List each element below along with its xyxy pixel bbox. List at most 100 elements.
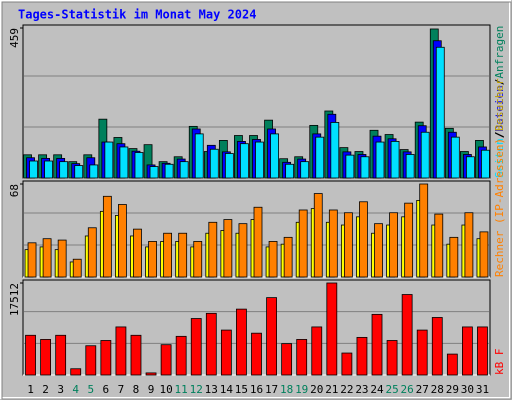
bar xyxy=(74,165,84,179)
bar xyxy=(224,153,234,179)
x-tick-label: 19 xyxy=(295,383,308,396)
bar xyxy=(300,161,310,179)
bar xyxy=(466,156,475,179)
bar xyxy=(205,312,217,376)
bar xyxy=(179,161,189,179)
legend: kB F xyxy=(493,349,506,376)
bar xyxy=(59,161,69,179)
bar xyxy=(208,221,218,278)
x-tick-label: 3 xyxy=(57,383,64,396)
bar xyxy=(389,212,398,278)
bar xyxy=(145,372,157,376)
bar xyxy=(253,206,263,278)
bar xyxy=(209,148,219,179)
bar xyxy=(194,133,204,179)
x-tick-label: 7 xyxy=(118,383,125,396)
bar xyxy=(178,232,188,278)
bar xyxy=(149,166,159,179)
bar xyxy=(390,140,400,179)
bar xyxy=(87,227,97,278)
y-tick-label: 459 xyxy=(8,28,21,48)
bar xyxy=(343,212,353,278)
x-tick-label: 14 xyxy=(220,383,234,396)
bar xyxy=(115,326,127,376)
bar xyxy=(240,143,249,179)
legend-entry: Anfragen xyxy=(493,26,506,79)
x-tick-label: 16 xyxy=(250,383,263,396)
bar xyxy=(420,131,430,179)
bar xyxy=(360,156,370,179)
bar xyxy=(450,136,460,179)
bar xyxy=(85,345,97,376)
bar xyxy=(328,209,338,278)
x-tick-label: 17 xyxy=(265,383,278,396)
bar xyxy=(374,223,383,278)
legend: Rechner (IP-Adressen)/Besucher xyxy=(493,78,506,277)
bar xyxy=(89,164,99,179)
bar xyxy=(29,160,38,179)
bar xyxy=(238,223,248,278)
bar xyxy=(477,326,488,376)
x-tick-label: 24 xyxy=(370,383,384,396)
legend-separator: / xyxy=(493,132,506,139)
bar xyxy=(315,136,325,179)
bar xyxy=(268,241,278,278)
x-tick-label: 4 xyxy=(72,383,79,396)
bar xyxy=(119,146,129,179)
x-tick-label: 30 xyxy=(461,383,474,396)
bar xyxy=(281,343,293,376)
x-tick-label: 22 xyxy=(340,383,353,396)
bar xyxy=(102,195,112,278)
bar xyxy=(193,241,203,278)
bar xyxy=(298,209,308,278)
bar xyxy=(359,201,368,278)
bar xyxy=(416,329,428,376)
bar xyxy=(104,141,114,179)
bar xyxy=(449,236,459,278)
x-tick-label: 31 xyxy=(476,383,489,396)
bar xyxy=(148,241,157,278)
bar xyxy=(481,149,490,179)
x-tick-label: 8 xyxy=(133,383,140,396)
bar xyxy=(326,282,338,376)
bar xyxy=(386,340,398,376)
bar xyxy=(55,334,67,376)
x-tick-label: 6 xyxy=(103,383,110,396)
legend-separator: / xyxy=(493,131,506,138)
x-tick-label: 11 xyxy=(175,383,188,396)
bar xyxy=(401,294,413,376)
x-tick-label: 27 xyxy=(416,383,429,396)
legend-entry: Besucher xyxy=(493,78,506,131)
bar xyxy=(345,154,355,179)
bar xyxy=(356,336,368,376)
legend-entry: kB F xyxy=(493,349,506,376)
legend-separator: / xyxy=(493,79,506,86)
bar xyxy=(40,339,51,376)
bar xyxy=(164,163,174,179)
bar xyxy=(42,238,52,278)
bar xyxy=(296,339,308,376)
bar xyxy=(134,152,144,179)
legend-entry: Rechner (IP-Adressen) xyxy=(493,138,506,277)
bar xyxy=(311,326,323,376)
bar xyxy=(130,334,142,376)
bar xyxy=(25,334,36,376)
bar xyxy=(283,236,293,278)
bar xyxy=(44,160,53,179)
x-tick-label: 13 xyxy=(205,383,218,396)
x-tick-label: 29 xyxy=(446,383,459,396)
bar xyxy=(236,308,247,376)
bar xyxy=(404,202,414,278)
x-tick-label: 28 xyxy=(431,383,444,396)
bar xyxy=(434,213,444,278)
x-tick-label: 1 xyxy=(27,383,34,396)
y-tick-label: 68 xyxy=(8,184,21,197)
bar xyxy=(266,297,277,376)
bar xyxy=(341,352,353,376)
x-tick-label: 5 xyxy=(87,383,94,396)
bar xyxy=(72,258,82,278)
bar xyxy=(285,163,295,179)
bar xyxy=(160,344,172,376)
